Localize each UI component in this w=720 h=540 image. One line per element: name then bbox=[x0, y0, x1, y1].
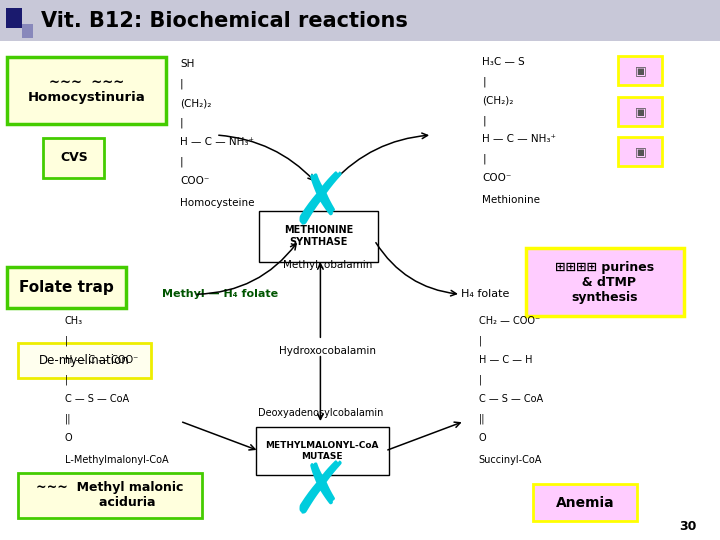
Text: ||: || bbox=[65, 413, 71, 423]
FancyBboxPatch shape bbox=[43, 138, 104, 178]
Text: Vit. B12: Biochemical reactions: Vit. B12: Biochemical reactions bbox=[41, 10, 408, 31]
Text: CH₃: CH₃ bbox=[65, 316, 83, 326]
Text: (CH₂)₂: (CH₂)₂ bbox=[180, 98, 212, 109]
FancyBboxPatch shape bbox=[256, 427, 389, 475]
Text: Deoxyadenosylcobalamin: Deoxyadenosylcobalamin bbox=[258, 408, 383, 418]
FancyBboxPatch shape bbox=[18, 472, 202, 518]
Text: O: O bbox=[65, 433, 73, 443]
FancyBboxPatch shape bbox=[259, 211, 378, 262]
Text: |: | bbox=[482, 115, 486, 125]
FancyBboxPatch shape bbox=[7, 267, 126, 308]
Text: H — C — COO⁻: H — C — COO⁻ bbox=[65, 355, 138, 365]
Text: SH: SH bbox=[180, 59, 194, 70]
Text: Methylcobalamin: Methylcobalamin bbox=[283, 260, 372, 269]
Text: ▣: ▣ bbox=[634, 64, 647, 77]
Text: |: | bbox=[180, 157, 184, 167]
Text: (CH₂)₂: (CH₂)₂ bbox=[482, 96, 514, 106]
FancyBboxPatch shape bbox=[7, 57, 166, 124]
Text: Hydroxocobalamin: Hydroxocobalamin bbox=[279, 346, 376, 356]
Text: De-myelination: De-myelination bbox=[39, 354, 130, 367]
Text: Methionine: Methionine bbox=[482, 195, 541, 206]
Text: H₄ folate: H₄ folate bbox=[461, 289, 509, 299]
Text: 30: 30 bbox=[679, 520, 696, 533]
Text: Anemia: Anemia bbox=[556, 496, 614, 510]
Text: O: O bbox=[479, 433, 487, 443]
Text: H — C — NH₃⁺: H — C — NH₃⁺ bbox=[180, 137, 254, 147]
Text: |: | bbox=[65, 374, 68, 384]
Text: ||: || bbox=[479, 413, 485, 423]
Text: Folate trap: Folate trap bbox=[19, 280, 114, 295]
Text: C — S — CoA: C — S — CoA bbox=[479, 394, 543, 404]
Text: ✗: ✗ bbox=[290, 460, 351, 529]
Text: |: | bbox=[180, 118, 184, 128]
Text: Succinyl-CoA: Succinyl-CoA bbox=[479, 455, 542, 465]
Text: ▣: ▣ bbox=[634, 145, 647, 158]
FancyBboxPatch shape bbox=[533, 484, 637, 521]
Text: CH₂ — COO⁻: CH₂ — COO⁻ bbox=[479, 316, 540, 326]
Text: Methyl — H₄ folate: Methyl — H₄ folate bbox=[162, 289, 278, 299]
FancyBboxPatch shape bbox=[0, 0, 720, 40]
Text: ⊞⊞⊞⊞ purines
  & dTMP
synthesis: ⊞⊞⊞⊞ purines & dTMP synthesis bbox=[555, 261, 654, 303]
Text: |: | bbox=[482, 76, 486, 86]
FancyBboxPatch shape bbox=[526, 248, 684, 316]
FancyBboxPatch shape bbox=[6, 8, 22, 28]
Text: |: | bbox=[65, 335, 68, 346]
Text: L-Methylmalonyl-CoA: L-Methylmalonyl-CoA bbox=[65, 455, 168, 465]
Text: |: | bbox=[180, 79, 184, 89]
Text: |: | bbox=[482, 154, 486, 164]
Text: ▣: ▣ bbox=[634, 105, 647, 118]
Text: ✗: ✗ bbox=[290, 171, 351, 240]
Text: METHYLMALONYL-CoA
MUTASE: METHYLMALONYL-CoA MUTASE bbox=[266, 441, 379, 461]
Text: COO⁻: COO⁻ bbox=[482, 173, 512, 184]
FancyBboxPatch shape bbox=[18, 343, 151, 378]
Text: CVS: CVS bbox=[60, 151, 88, 165]
Text: |: | bbox=[479, 374, 482, 384]
Text: ~~~  ~~~
Homocystinuria: ~~~ ~~~ Homocystinuria bbox=[27, 77, 145, 104]
FancyBboxPatch shape bbox=[618, 56, 662, 85]
Text: Homocysteine: Homocysteine bbox=[180, 198, 254, 208]
Text: C — S — CoA: C — S — CoA bbox=[65, 394, 129, 404]
Text: H — C — H: H — C — H bbox=[479, 355, 532, 365]
FancyBboxPatch shape bbox=[618, 97, 662, 126]
Text: H₃C — S: H₃C — S bbox=[482, 57, 525, 67]
FancyBboxPatch shape bbox=[618, 137, 662, 166]
Text: METHIONINE
SYNTHASE: METHIONINE SYNTHASE bbox=[284, 226, 354, 247]
Text: ~~~  Methyl malonic
        aciduria: ~~~ Methyl malonic aciduria bbox=[36, 482, 184, 509]
Text: H — C — NH₃⁺: H — C — NH₃⁺ bbox=[482, 134, 557, 145]
Text: |: | bbox=[479, 335, 482, 346]
FancyBboxPatch shape bbox=[22, 24, 33, 38]
Text: COO⁻: COO⁻ bbox=[180, 176, 210, 186]
